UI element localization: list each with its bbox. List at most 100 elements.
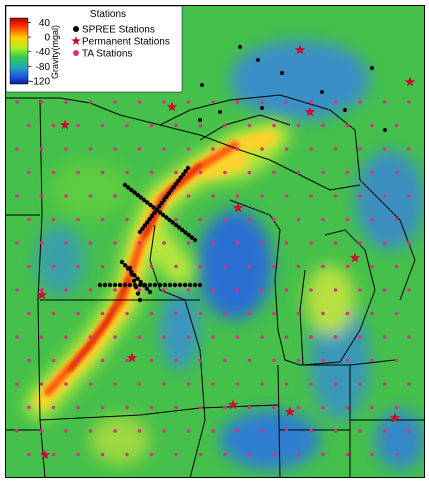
ta-station (174, 405, 178, 410)
ta-station (333, 147, 338, 151)
spree-station (185, 165, 191, 171)
ta-station (27, 358, 31, 363)
ta-station (345, 170, 350, 175)
spree-station (177, 282, 183, 288)
spree-station (161, 197, 167, 203)
ta-station (272, 358, 276, 363)
ta-station (211, 429, 215, 433)
ta-station (125, 311, 129, 316)
spree-station (187, 282, 193, 288)
ta-station (174, 217, 178, 222)
ta-station (100, 405, 105, 410)
ta-station (407, 335, 411, 339)
ta-station (100, 311, 105, 316)
ta-station (382, 429, 387, 433)
ta-station (247, 311, 252, 316)
spree-station (164, 215, 169, 220)
ta-station (223, 452, 227, 457)
ta-station (370, 217, 374, 222)
ta-station (284, 147, 289, 151)
ta-station (407, 429, 411, 433)
ta-station (260, 241, 264, 245)
spree-station (170, 220, 175, 225)
ta-station (284, 429, 289, 433)
ta-station (333, 241, 338, 245)
spree-station (176, 178, 181, 183)
ta-station (88, 429, 93, 433)
ta-station (100, 358, 105, 363)
ta-station (27, 452, 31, 457)
ta-station (284, 100, 289, 104)
ta-station (333, 194, 338, 198)
ta-station (39, 100, 44, 104)
spree-station (260, 106, 264, 110)
ta-station (186, 100, 191, 104)
ta-station (51, 217, 56, 222)
ta-station (223, 170, 227, 175)
spree-station (181, 172, 186, 177)
ta-station (333, 100, 338, 104)
permanent-station (232, 202, 244, 213)
ta-station (345, 264, 350, 269)
ta-station (100, 452, 105, 457)
ta-station (15, 382, 19, 386)
ta-station (27, 311, 31, 316)
ta-station (247, 405, 252, 410)
ta-station (113, 335, 117, 339)
ta-station (113, 147, 117, 151)
ta-station (211, 100, 215, 104)
spree-station (102, 282, 108, 288)
ta-station (321, 170, 325, 175)
spree-station (218, 110, 222, 114)
ta-station (186, 241, 191, 245)
ta-station (113, 382, 117, 386)
permanent-station (59, 119, 71, 130)
ta-station (137, 288, 142, 292)
spree-station (137, 297, 143, 303)
ta-station (198, 311, 203, 316)
spree-station (157, 282, 163, 288)
ta-station (370, 311, 374, 316)
ta-station (272, 170, 276, 175)
spree-station (122, 182, 128, 188)
ta-station (211, 194, 215, 198)
ta-station (358, 335, 362, 339)
spree-station (186, 232, 191, 238)
ta-station (51, 123, 56, 128)
ta-station (76, 311, 80, 316)
spree-station (159, 201, 164, 206)
ta-station (88, 288, 93, 292)
ta-station (137, 382, 142, 386)
ta-station (382, 100, 387, 104)
ta-station (27, 405, 31, 410)
permanent-station (294, 44, 306, 55)
spree-station (200, 83, 204, 87)
ta-station (407, 100, 411, 104)
spree-station (167, 282, 173, 288)
ta-station (370, 405, 374, 410)
ta-station (137, 429, 142, 433)
spree-station (157, 210, 163, 215)
spree-station (152, 282, 158, 288)
ta-station (149, 123, 154, 128)
ta-station (186, 429, 191, 433)
spree-station (172, 282, 178, 288)
ta-station (76, 452, 80, 457)
ta-station (149, 358, 154, 363)
ta-station (309, 241, 313, 245)
ta-station (235, 382, 240, 386)
ta-station (382, 288, 387, 292)
ta-station (76, 405, 80, 410)
ta-station (358, 194, 362, 198)
ta-station (247, 452, 252, 457)
ta-station (296, 452, 301, 457)
legend-marker (73, 50, 79, 56)
ta-station (284, 288, 289, 292)
ta-station (394, 452, 399, 457)
ta-station (88, 335, 93, 339)
ta-station (272, 123, 276, 128)
ta-station (198, 452, 203, 457)
permanent-station (389, 412, 401, 423)
ta-station (15, 288, 19, 292)
ta-station (149, 264, 154, 269)
